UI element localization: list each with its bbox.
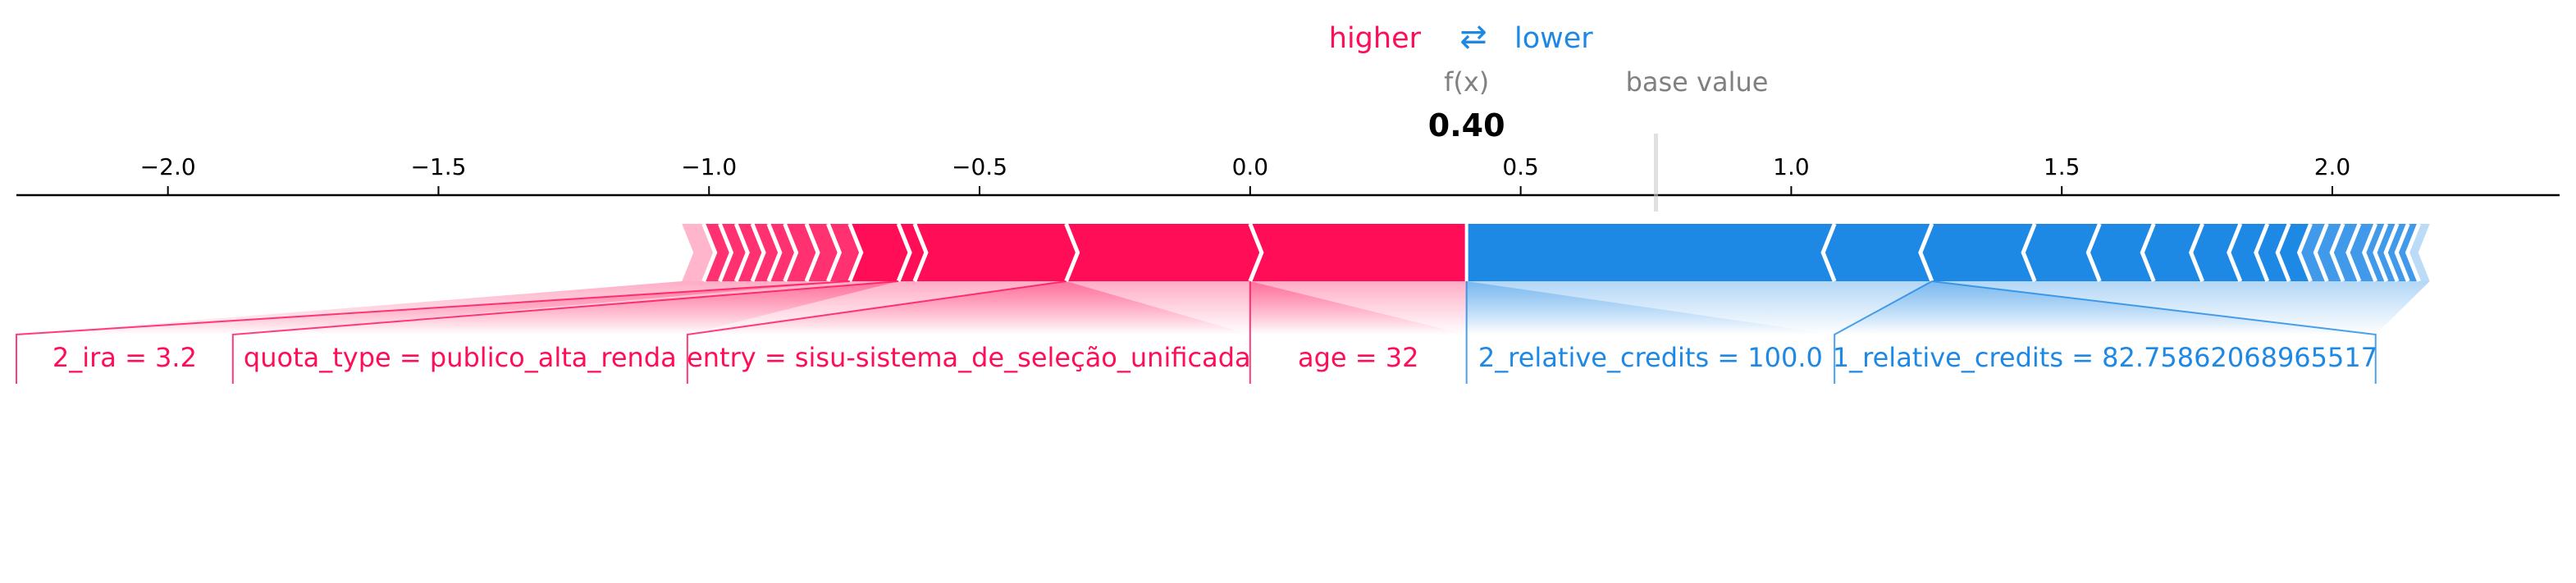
x-tick-label: −1.5 bbox=[410, 153, 466, 180]
positive-segment-divider bbox=[912, 223, 929, 282]
x-tick-label: −2.0 bbox=[140, 153, 196, 180]
base-value-label: base value bbox=[1626, 66, 1769, 98]
negative-bar-segment bbox=[2277, 224, 2311, 281]
positive-bar-segment bbox=[828, 224, 861, 281]
positive-segment-divider bbox=[733, 223, 750, 282]
positive-bar-segment bbox=[849, 224, 911, 281]
negative-label-connector bbox=[1834, 280, 1933, 384]
negative-bar-segment bbox=[1920, 224, 2035, 281]
output-value: 0.40 bbox=[1428, 107, 1505, 143]
negative-segment-divider bbox=[1820, 223, 1837, 282]
negative-bar-segment bbox=[1823, 224, 1932, 281]
positive-bar-segment bbox=[682, 224, 715, 281]
negative-segment-divider bbox=[1918, 223, 1934, 282]
positive-feature-label: quota_type = publico_alta_renda bbox=[244, 342, 677, 373]
negative-segment-divider bbox=[2085, 223, 2102, 282]
negative-bar-segment bbox=[2407, 224, 2430, 281]
negative-segment-divider bbox=[2373, 223, 2389, 282]
positive-segment-divider bbox=[750, 223, 766, 282]
legend-arrow-icon: ⇄ bbox=[1459, 18, 1487, 56]
negative-bar-segment bbox=[2255, 224, 2290, 281]
x-tick-label: −1.0 bbox=[681, 153, 737, 180]
positive-bar-segment bbox=[784, 224, 818, 281]
negative-segment-divider bbox=[2329, 223, 2345, 282]
negative-segment-divider bbox=[2394, 223, 2410, 282]
negative-segment-divider bbox=[2227, 223, 2243, 282]
positive-feature-label: entry = sisu-sistema_de_seleção_unificad… bbox=[687, 342, 1251, 373]
negative-feature-label: 2_relative_credits = 100.0 bbox=[1478, 342, 1823, 373]
negative-segment-divider bbox=[2362, 223, 2378, 282]
positive-segment-divider bbox=[896, 223, 912, 282]
positive-feature-label: age = 32 bbox=[1298, 342, 1418, 373]
negative-segment-divider bbox=[2383, 223, 2400, 282]
positive-label-connector bbox=[16, 280, 850, 384]
positive-segment-divider bbox=[766, 223, 783, 282]
x-tick-label: 2.0 bbox=[2314, 153, 2351, 180]
positive-region-shade bbox=[16, 281, 1467, 335]
x-tick-label: −0.5 bbox=[952, 153, 1007, 180]
negative-segment-divider bbox=[2405, 223, 2421, 282]
x-tick-label: 0.0 bbox=[1232, 153, 1269, 180]
negative-bar-segment bbox=[2386, 224, 2409, 281]
negative-segment-divider bbox=[2140, 223, 2156, 282]
label-shading bbox=[16, 281, 2430, 335]
negative-region-shade bbox=[1466, 281, 2430, 335]
positive-bar-segment bbox=[806, 224, 840, 281]
legend-lower-label: lower bbox=[1514, 22, 1593, 55]
force-bars bbox=[682, 223, 2430, 282]
negative-segment-divider bbox=[2345, 223, 2362, 282]
positive-bar-segment bbox=[1066, 224, 1262, 281]
negative-label-connector bbox=[1931, 280, 2377, 384]
negative-bar-segment bbox=[2396, 224, 2419, 281]
x-tick-label: 0.5 bbox=[1502, 153, 1539, 180]
positive-segment-divider bbox=[826, 223, 843, 282]
negative-segment-divider bbox=[2188, 223, 2205, 282]
positive-feature-label: 2_ira = 3.2 bbox=[53, 342, 197, 373]
feature-labels: 2_ira = 3.2 quota_type = publico_alta_ren… bbox=[53, 342, 2377, 373]
negative-segment-divider bbox=[2275, 223, 2291, 282]
positive-segment-divider bbox=[847, 223, 864, 282]
positive-segment-divider bbox=[1064, 223, 1080, 282]
negative-segment-divider bbox=[2021, 223, 2037, 282]
negative-bar-segment bbox=[1466, 224, 1835, 281]
x-tick-label: 1.0 bbox=[1773, 153, 1810, 180]
negative-bar-segment bbox=[2190, 224, 2240, 281]
positive-segment-divider bbox=[1248, 223, 1264, 282]
x-tick-label: 1.5 bbox=[2044, 153, 2080, 180]
negative-bar-segment bbox=[2364, 224, 2386, 281]
positive-label-connector bbox=[686, 280, 1066, 384]
negative-bar-segment bbox=[2142, 224, 2203, 281]
legend-higher-label: higher bbox=[1329, 22, 1422, 55]
negative-segment-divider bbox=[2296, 223, 2313, 282]
x-axis-ticks: −2.0 −1.5 −1.0 −0.5 0.0 0.5 1.0 1.5 2.0 bbox=[140, 153, 2351, 195]
positive-segment-divider bbox=[718, 223, 734, 282]
negative-bar-segment bbox=[2374, 224, 2398, 281]
negative-bar-segment bbox=[2023, 224, 2100, 281]
positive-segment-divider bbox=[701, 223, 718, 282]
positive-bar-segment bbox=[1249, 224, 1467, 281]
negative-segment-divider bbox=[2254, 223, 2270, 282]
negative-bar-segment bbox=[2228, 224, 2268, 281]
negative-feature-label: 1_relative_credits = 82.75862068965517 bbox=[1833, 342, 2377, 373]
positive-segment-divider bbox=[783, 223, 799, 282]
negative-segment-divider bbox=[2313, 223, 2329, 282]
positive-bar-segment bbox=[914, 224, 1078, 281]
output-label: f(x) bbox=[1444, 66, 1489, 98]
positive-label-connector bbox=[231, 280, 899, 384]
negative-bar-segment bbox=[2088, 224, 2154, 281]
positive-segment-divider bbox=[804, 223, 820, 282]
label-connectors bbox=[16, 280, 2377, 384]
